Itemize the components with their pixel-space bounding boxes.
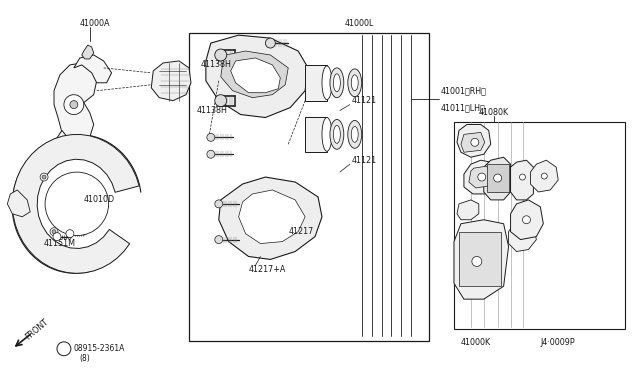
Text: 41000L: 41000L: [345, 19, 374, 28]
Circle shape: [50, 228, 58, 235]
Text: 41121: 41121: [352, 96, 377, 105]
Ellipse shape: [351, 126, 358, 142]
Text: FRONT: FRONT: [24, 317, 51, 341]
Bar: [459, 232, 500, 286]
Ellipse shape: [333, 74, 340, 92]
Polygon shape: [239, 190, 305, 244]
Circle shape: [471, 138, 479, 146]
Polygon shape: [74, 55, 111, 83]
Polygon shape: [12, 135, 139, 273]
Ellipse shape: [348, 69, 362, 97]
Circle shape: [42, 175, 46, 179]
Circle shape: [522, 216, 531, 224]
Polygon shape: [464, 160, 497, 194]
Text: J4·0009P: J4·0009P: [540, 338, 575, 347]
Polygon shape: [511, 160, 533, 200]
Polygon shape: [54, 63, 97, 144]
Ellipse shape: [322, 118, 332, 151]
Circle shape: [215, 95, 227, 107]
Circle shape: [45, 172, 109, 235]
Bar: [189, 33, 429, 341]
Text: 41138H: 41138H: [201, 60, 232, 70]
Ellipse shape: [348, 121, 362, 148]
Text: 41010D: 41010D: [84, 195, 115, 204]
Polygon shape: [461, 132, 484, 152]
Polygon shape: [221, 51, 288, 98]
Polygon shape: [219, 177, 322, 259]
Circle shape: [52, 230, 56, 234]
Ellipse shape: [330, 119, 344, 149]
Text: 41000K: 41000K: [461, 338, 491, 347]
Bar: [305, 116, 327, 152]
Circle shape: [57, 342, 71, 356]
Polygon shape: [457, 125, 491, 157]
Circle shape: [215, 49, 227, 61]
Text: 41217: 41217: [288, 227, 314, 236]
Circle shape: [207, 134, 215, 141]
Text: 41001〈RH〉: 41001〈RH〉: [441, 86, 487, 95]
Text: 41217+A: 41217+A: [248, 265, 286, 274]
Text: (8): (8): [80, 354, 90, 363]
Text: 41128: 41128: [239, 60, 264, 70]
Text: 41138H: 41138H: [197, 106, 228, 115]
Polygon shape: [511, 200, 543, 240]
Circle shape: [541, 173, 547, 179]
Circle shape: [520, 174, 525, 180]
Circle shape: [70, 101, 78, 109]
Ellipse shape: [330, 68, 344, 98]
Circle shape: [53, 232, 61, 241]
Circle shape: [40, 173, 48, 181]
Text: 41080K: 41080K: [479, 108, 509, 117]
Polygon shape: [230, 58, 280, 93]
Polygon shape: [509, 220, 536, 251]
Circle shape: [64, 95, 84, 115]
Text: 41151M: 41151M: [44, 239, 76, 248]
Polygon shape: [454, 220, 509, 299]
Ellipse shape: [333, 125, 340, 143]
Circle shape: [66, 230, 74, 238]
Ellipse shape: [322, 66, 332, 100]
Circle shape: [215, 235, 223, 244]
Polygon shape: [82, 45, 93, 59]
Ellipse shape: [351, 75, 358, 91]
Polygon shape: [531, 160, 558, 192]
Text: 41000A: 41000A: [80, 19, 110, 28]
Polygon shape: [151, 61, 191, 101]
Circle shape: [215, 200, 223, 208]
Polygon shape: [206, 35, 308, 118]
Polygon shape: [457, 200, 479, 220]
Circle shape: [266, 38, 275, 48]
Circle shape: [472, 256, 482, 266]
Polygon shape: [469, 166, 492, 188]
Circle shape: [207, 150, 215, 158]
Text: 08915-2361A: 08915-2361A: [74, 344, 125, 353]
Circle shape: [493, 174, 502, 182]
Bar: [487, 164, 509, 192]
Polygon shape: [54, 131, 80, 160]
Bar: [305, 65, 327, 101]
Circle shape: [478, 173, 486, 181]
Polygon shape: [484, 157, 511, 200]
Text: 41011〈LH〉: 41011〈LH〉: [441, 103, 486, 112]
Text: 41121: 41121: [352, 156, 377, 165]
Polygon shape: [7, 190, 30, 217]
Text: V: V: [61, 346, 67, 351]
Bar: [454, 122, 625, 329]
